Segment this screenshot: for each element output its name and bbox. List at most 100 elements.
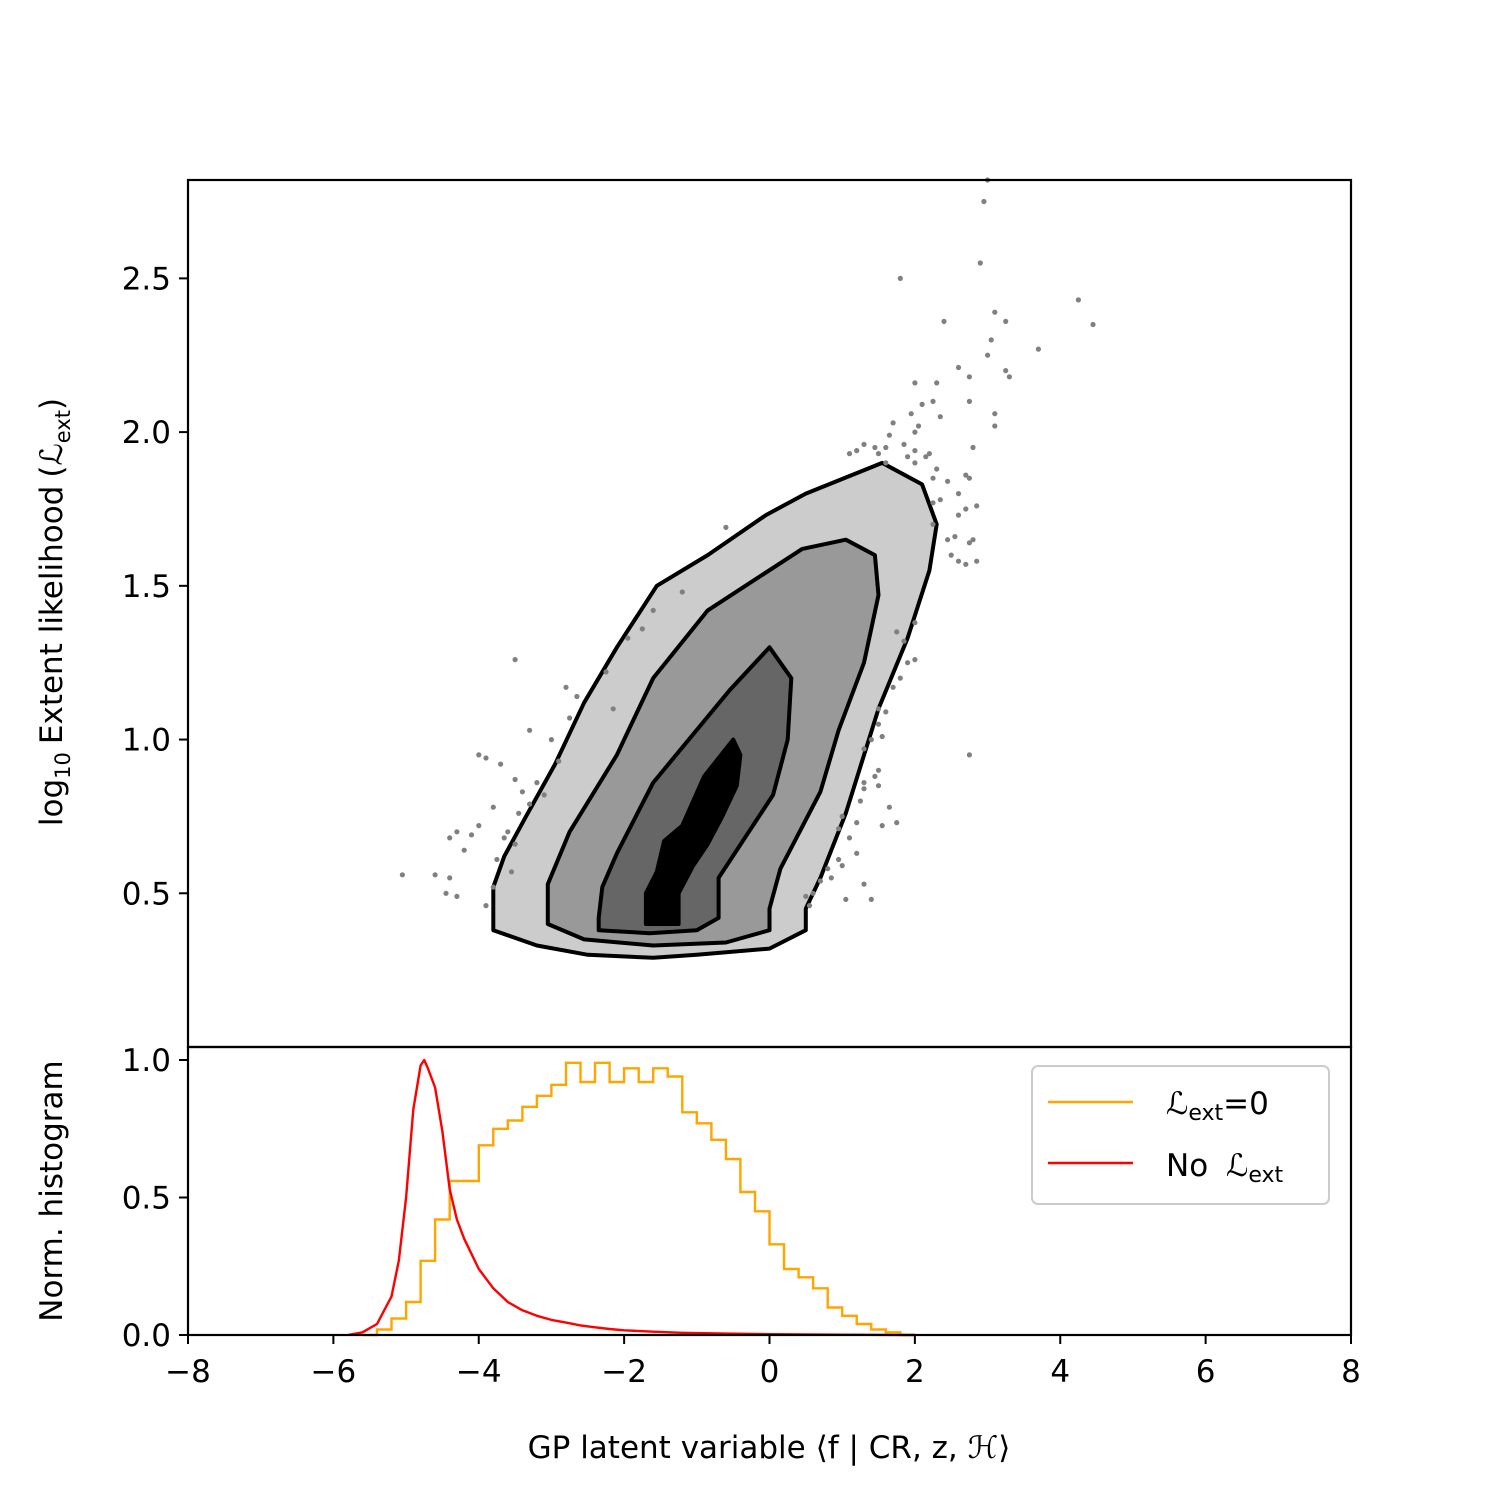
scatter-point (981, 198, 987, 205)
scatter-point (843, 896, 849, 903)
scatter-point (930, 398, 936, 404)
scatter-point (846, 451, 853, 457)
y-label-symbol-subscript: ext (51, 410, 75, 443)
scatter-point (861, 441, 867, 447)
scatter-point (872, 773, 878, 780)
scatter-point (901, 638, 907, 644)
scatter-point (854, 850, 860, 856)
scatter-point (915, 423, 922, 429)
scatter-point (610, 706, 616, 712)
scatter-point (923, 454, 929, 460)
contour-level-4 (643, 737, 743, 926)
scatter-point (883, 460, 889, 466)
scatter-point (905, 660, 911, 666)
scatter-point (930, 521, 936, 527)
scatter-point (399, 872, 405, 878)
scatter-point (846, 835, 853, 841)
scatter-point (926, 451, 933, 457)
scatter-point (534, 780, 540, 786)
scatter-point (970, 537, 976, 543)
scatter-point (894, 629, 900, 635)
legend-lext0-subscript: ext (1188, 1101, 1223, 1126)
scatter-point (875, 706, 882, 712)
scatter-point (992, 411, 998, 417)
scatter-point (966, 374, 973, 380)
y-label-paren-close: ) (34, 398, 70, 410)
histogram-y-tick-label: 0.0 (122, 1318, 171, 1354)
scatter-point (966, 398, 973, 404)
x-tick-label: −8 (165, 1354, 211, 1390)
scatter-point (868, 896, 874, 903)
scatter-point (505, 829, 511, 835)
scatter-points (399, 177, 1096, 909)
scatter-point (886, 804, 893, 810)
scatter-point (1035, 346, 1041, 352)
x-tick-label: 8 (1341, 1354, 1361, 1390)
scatter-point (861, 780, 867, 786)
x-tick-label: −2 (601, 1354, 647, 1390)
scatter-point (879, 733, 885, 740)
scatter-point (625, 635, 631, 641)
scatter-point (912, 448, 918, 454)
contour-y-tick-label: 2.0 (122, 415, 171, 451)
histogram-y-axis-label: Norm. histogram (34, 1060, 70, 1321)
scatter-point (988, 337, 994, 343)
scatter-point (875, 783, 882, 789)
scatter-point (527, 801, 533, 807)
scatter-point (563, 684, 569, 690)
legend-lext0-suffix: =0 (1223, 1086, 1269, 1122)
scatter-point (861, 881, 867, 887)
scatter-point (955, 364, 962, 371)
scatter-point (897, 275, 903, 281)
scatter-point (679, 589, 685, 595)
scatter-point (447, 835, 453, 841)
x-tick-label: 4 (1050, 1354, 1070, 1390)
scatter-point (836, 826, 842, 832)
scatter-point (963, 472, 969, 478)
scatter-point (875, 451, 882, 457)
scatter-point (548, 737, 555, 743)
y-label-paren-open: ( (34, 466, 70, 478)
scatter-point (825, 866, 831, 872)
scatter-point (1090, 321, 1096, 328)
scatter-point (490, 804, 496, 810)
scatter-point (934, 466, 940, 472)
scatter-point (890, 684, 896, 690)
histogram-x-ticks: −8 −6 −4 −2 0 2 4 6 8 (165, 1335, 1361, 1390)
legend-box (1031, 1065, 1330, 1205)
histogram-y-ticks: 0.0 0.5 1.0 (122, 1043, 188, 1354)
scatter-point (527, 727, 533, 733)
histogram-y-tick-label: 1.0 (122, 1043, 171, 1079)
scatter-point (861, 746, 867, 752)
scatter-point (512, 841, 518, 847)
y-label-subscript: 10 (51, 752, 75, 779)
scatter-point (519, 789, 526, 795)
scatter-point (508, 869, 515, 875)
scatter-point (919, 401, 925, 407)
legend-label-lext0: ℒext=0 (1166, 1086, 1269, 1126)
y-label-symbol: ℒ (34, 443, 70, 465)
scatter-point (963, 561, 969, 567)
scatter-point (454, 893, 460, 900)
scatter-point (941, 318, 947, 324)
histogram-y-tick-label: 0.5 (122, 1181, 171, 1217)
scatter-point (894, 820, 900, 826)
scatter-point (836, 856, 842, 863)
scatter-point (468, 832, 475, 838)
scatter-point (454, 829, 460, 835)
legend-no-lext-prefix: No (1166, 1148, 1218, 1184)
scatter-point (650, 607, 656, 614)
scatter-point (886, 432, 893, 438)
scatter-point (992, 309, 998, 315)
scatter-point (912, 620, 918, 626)
contour-level-3 (596, 645, 794, 936)
scatter-point (498, 761, 504, 767)
scatter-point (883, 444, 889, 451)
scatter-point (1003, 318, 1009, 324)
contour-y-axis-label: log10 Extent likelihood (ℒext) (34, 398, 75, 826)
legend: ℒext=0 No ℒext (1031, 1065, 1330, 1205)
contour-y-tick-label: 0.5 (122, 876, 171, 912)
scatter-point (857, 798, 864, 804)
legend-label-no-lext: No ℒext (1166, 1148, 1284, 1188)
